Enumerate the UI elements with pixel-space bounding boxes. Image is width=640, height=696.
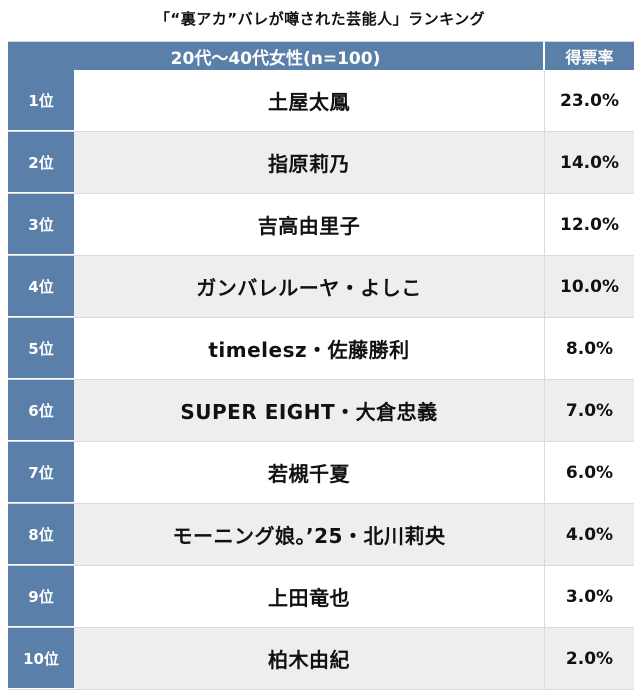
respondent-group-header: 20代～40代女性(n=100) [8, 42, 545, 70]
celebrity-name: 若槻千夏 [74, 442, 545, 503]
vote-rate: 14.0% [545, 132, 634, 193]
vote-rate: 12.0% [545, 194, 634, 255]
vote-rate: 3.0% [545, 566, 634, 627]
rank-label: 5位 [8, 318, 74, 379]
vote-rate: 10.0% [545, 256, 634, 317]
table-row: 4位 ガンバレルーヤ・よしこ 10.0% [8, 256, 634, 318]
rank-label: 9位 [8, 566, 74, 627]
celebrity-name: 上田竜也 [74, 566, 545, 627]
table-row: 5位 timelesz・佐藤勝利 8.0% [8, 318, 634, 380]
table-header: 20代～40代女性(n=100) 得票率 [8, 42, 634, 70]
rank-label: 4位 [8, 256, 74, 317]
rank-label: 8位 [8, 504, 74, 565]
celebrity-name: SUPER EIGHT・大倉忠義 [74, 380, 545, 441]
rank-label: 7位 [8, 442, 74, 503]
celebrity-name: 指原莉乃 [74, 132, 545, 193]
rank-label: 10位 [8, 628, 74, 689]
celebrity-name: 吉高由里子 [74, 194, 545, 255]
table-row: 7位 若槻千夏 6.0% [8, 442, 634, 504]
table-row: 3位 吉高由里子 12.0% [8, 194, 634, 256]
rank-label: 1位 [8, 70, 74, 131]
table-row: 2位 指原莉乃 14.0% [8, 132, 634, 194]
ranking-table: 20代～40代女性(n=100) 得票率 1位 土屋太鳳 23.0% 2位 指原莉乃 14… [8, 41, 634, 690]
vote-rate: 7.0% [545, 380, 634, 441]
vote-rate: 2.0% [545, 628, 634, 689]
table-row: 10位 柏木由紀 2.0% [8, 628, 634, 690]
rank-label: 6位 [8, 380, 74, 441]
celebrity-name: ガンバレルーヤ・よしこ [74, 256, 545, 317]
vote-rate-header: 得票率 [545, 42, 634, 70]
rank-label: 2位 [8, 132, 74, 193]
vote-rate: 23.0% [545, 70, 634, 131]
celebrity-name: timelesz・佐藤勝利 [74, 318, 545, 379]
celebrity-name: 柏木由紀 [74, 628, 545, 689]
vote-rate: 4.0% [545, 504, 634, 565]
rank-label: 3位 [8, 194, 74, 255]
vote-rate: 8.0% [545, 318, 634, 379]
ranking-rows: 1位 土屋太鳳 23.0% 2位 指原莉乃 14.0% 3位 吉高由里子 12.0% 4位 ガンバレ… [8, 70, 634, 690]
celebrity-name: 土屋太鳳 [74, 70, 545, 131]
table-row: 1位 土屋太鳳 23.0% [8, 70, 634, 132]
celebrity-name: モーニング娘。’25・北川莉央 [74, 504, 545, 565]
vote-rate: 6.0% [545, 442, 634, 503]
table-row: 9位 上田竜也 3.0% [8, 566, 634, 628]
table-row: 6位 SUPER EIGHT・大倉忠義 7.0% [8, 380, 634, 442]
chart-title: 「“裏アカ”バレが噂された芸能人」ランキング [154, 10, 486, 28]
table-row: 8位 モーニング娘。’25・北川莉央 4.0% [8, 504, 634, 566]
